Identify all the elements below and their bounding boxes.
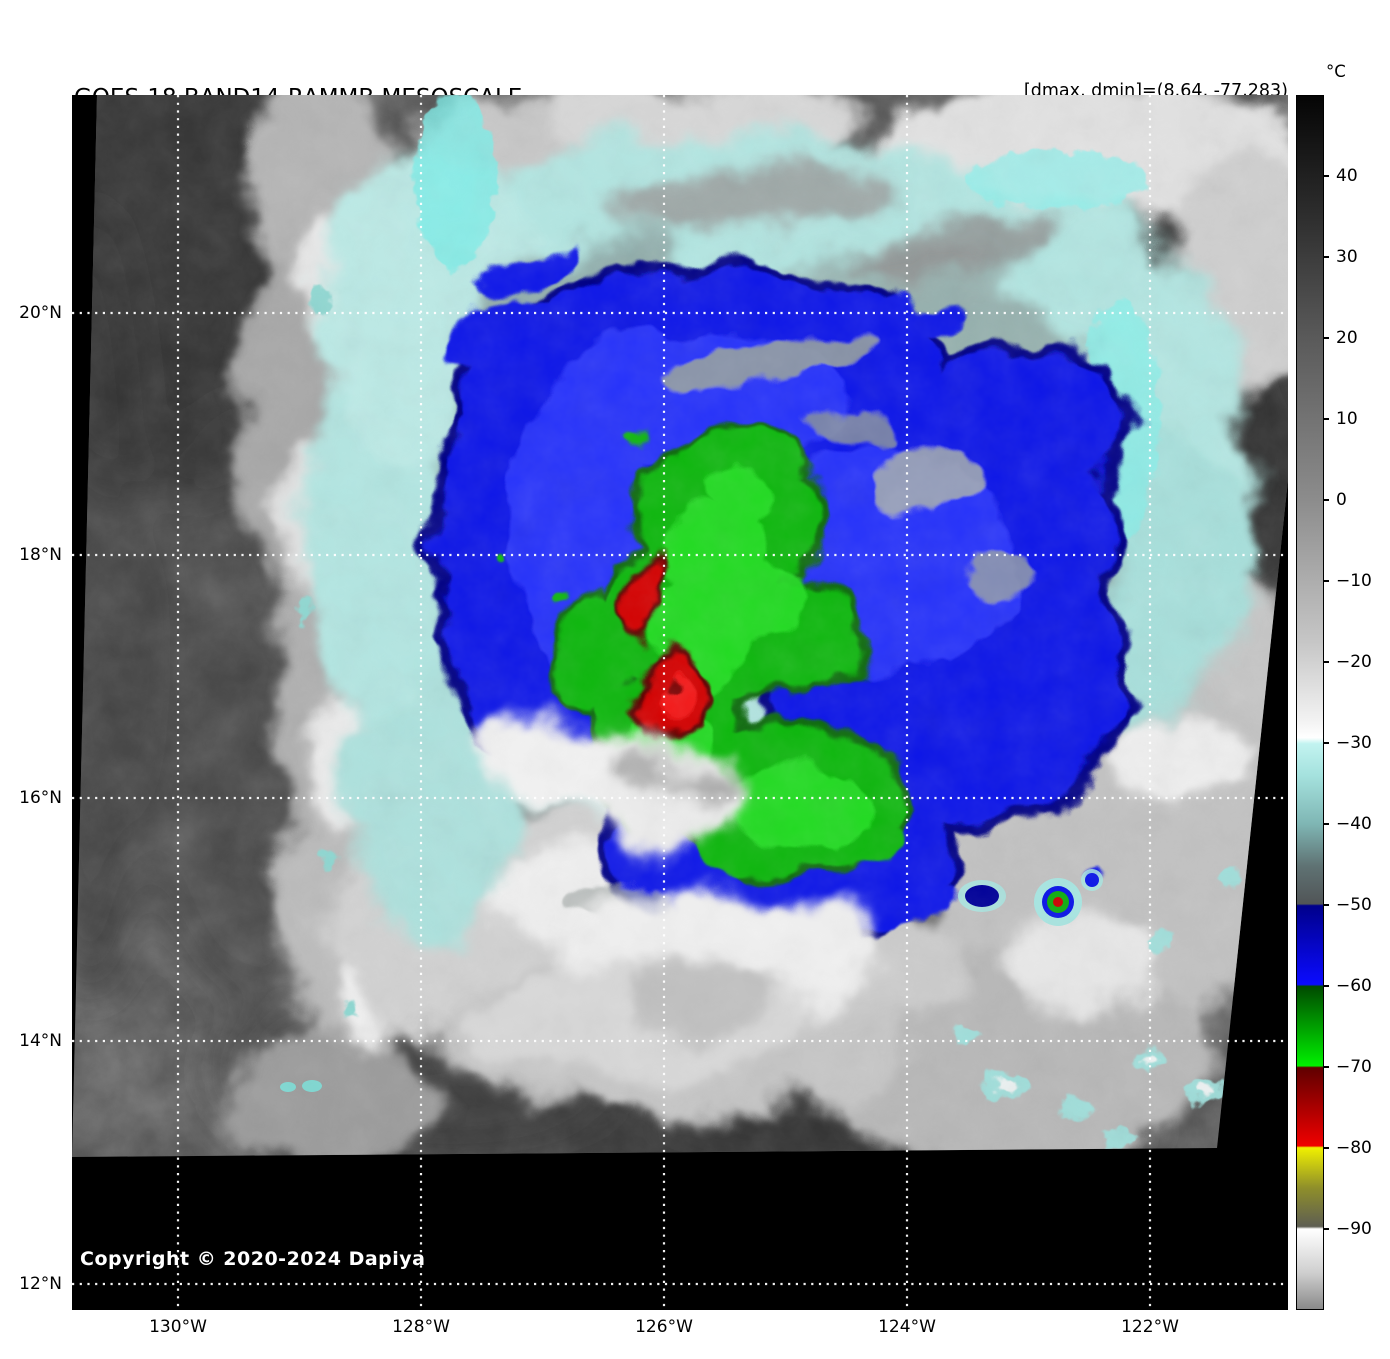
colorbar-tick	[1324, 418, 1329, 420]
lat-label: 18°N	[19, 545, 62, 565]
colorbar-tick-label: −80	[1336, 1138, 1372, 1158]
colorbar-tick	[1324, 337, 1329, 339]
swath-imagery	[72, 95, 1288, 1157]
colorbar-tick-label: 0	[1336, 490, 1347, 510]
lat-label: 12°N	[19, 1274, 62, 1294]
colorbar-tick	[1324, 580, 1329, 582]
colorbar-tick-label: −40	[1336, 814, 1372, 834]
colorbar-tick-label: 40	[1336, 166, 1358, 186]
colorbar-tick-label: −10	[1336, 571, 1372, 591]
colorbar-tick-label: −30	[1336, 733, 1372, 753]
colorbar-tick	[1324, 499, 1329, 501]
lon-label: 130°W	[149, 1317, 207, 1337]
colorbar-tick-label: −20	[1336, 652, 1372, 672]
colorbar-tick-label: 20	[1336, 328, 1358, 348]
temperature-colorbar	[1296, 95, 1324, 1310]
colorbar-tick-label: −50	[1336, 895, 1372, 915]
colorbar-tick-label: −90	[1336, 1219, 1372, 1239]
lat-label: 14°N	[19, 1031, 62, 1051]
colorbar-tick	[1324, 1066, 1329, 1068]
lon-label: 126°W	[635, 1317, 693, 1337]
colorbar-tick	[1324, 904, 1329, 906]
lon-label: 128°W	[392, 1317, 450, 1337]
lat-label: 20°N	[19, 303, 62, 323]
satellite-image	[72, 95, 1288, 1310]
colorbar-tick-label: −60	[1336, 976, 1372, 996]
lon-label: 122°W	[1121, 1317, 1179, 1337]
colorbar-tick	[1324, 823, 1329, 825]
colorbar-tick-label: 30	[1336, 247, 1358, 267]
colorbar-tick	[1324, 256, 1329, 258]
colorbar-tick-label: −70	[1336, 1057, 1372, 1077]
colorbar-tick	[1324, 1228, 1329, 1230]
colorbar-tick	[1324, 661, 1329, 663]
colorbar-unit-label: °C	[1326, 62, 1346, 81]
lat-label: 16°N	[19, 788, 62, 808]
colorbar-tick	[1324, 742, 1329, 744]
colorbar-tick	[1324, 1147, 1329, 1149]
colorbar-tick	[1324, 175, 1329, 177]
copyright-text: Copyright © 2020-2024 Dapiya	[80, 1248, 426, 1270]
satellite-plot: Copyright © 2020-2024 Dapiya	[72, 95, 1288, 1310]
colorbar-tick	[1324, 985, 1329, 987]
lon-label: 124°W	[878, 1317, 936, 1337]
colorbar-tick-label: 10	[1336, 409, 1358, 429]
fine-noise-texture	[72, 95, 1288, 1157]
